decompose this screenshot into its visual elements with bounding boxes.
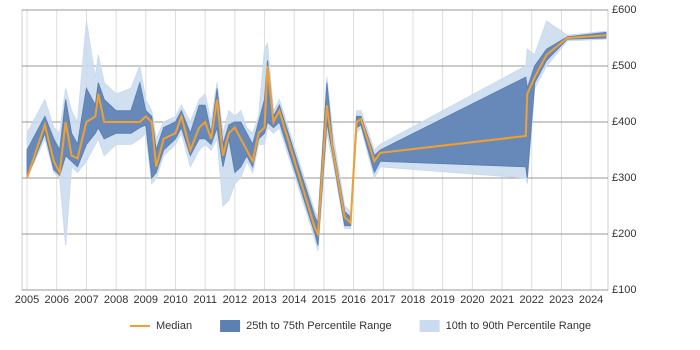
legend-label: Median bbox=[156, 320, 192, 332]
x-tick-label: 2009 bbox=[134, 294, 158, 306]
x-tick-label: 2016 bbox=[341, 294, 365, 306]
x-tick-label: 2019 bbox=[430, 294, 454, 306]
x-tick-label: 2021 bbox=[490, 294, 514, 306]
x-tick-label: 2014 bbox=[282, 294, 306, 306]
legend-swatch bbox=[419, 320, 440, 332]
legend-swatch bbox=[220, 320, 241, 332]
x-tick-label: 2023 bbox=[549, 294, 573, 306]
legend-label: 10th to 90th Percentile Range bbox=[446, 320, 592, 332]
y-tick-label: £500 bbox=[612, 60, 636, 72]
x-tick-label: 2024 bbox=[579, 294, 603, 306]
x-tick-label: 2013 bbox=[252, 294, 276, 306]
x-tick-label: 2010 bbox=[163, 294, 187, 306]
y-tick-label: £100 bbox=[612, 284, 636, 296]
y-tick-label: £600 bbox=[612, 4, 636, 16]
x-tick-label: 2017 bbox=[371, 294, 395, 306]
y-tick-label: £300 bbox=[612, 172, 636, 184]
y-tick-label: £200 bbox=[612, 228, 636, 240]
legend-label: 25th to 75th Percentile Range bbox=[246, 320, 392, 332]
x-tick-label: 2011 bbox=[193, 294, 217, 306]
x-tick-label: 2018 bbox=[401, 294, 425, 306]
x-tick-label: 2012 bbox=[223, 294, 247, 306]
x-tick-label: 2005 bbox=[15, 294, 39, 306]
x-tick-label: 2015 bbox=[312, 294, 336, 306]
y-tick-label: £400 bbox=[612, 116, 636, 128]
median-line bbox=[26, 34, 606, 238]
x-tick-label: 2022 bbox=[519, 294, 543, 306]
x-tick-label: 2020 bbox=[460, 294, 484, 306]
x-tick-label: 2008 bbox=[104, 294, 128, 306]
x-tick-label: 2007 bbox=[74, 294, 98, 306]
x-tick-label: 2006 bbox=[44, 294, 68, 306]
